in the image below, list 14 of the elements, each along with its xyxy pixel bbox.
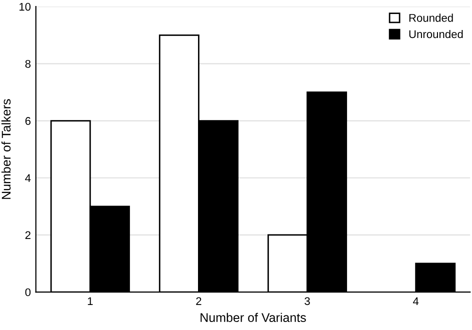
y-tick-label: 4: [25, 174, 31, 182]
legend-label: Rounded: [409, 14, 453, 22]
y-tick-label: 6: [25, 117, 31, 125]
y-tick-label: 8: [25, 60, 31, 68]
y-tick-label: 2: [25, 231, 30, 239]
y-axis-title: Number of Talkers: [1, 99, 11, 199]
x-axis-title: Number of Variants: [200, 312, 306, 322]
x-tick-label: 1: [88, 297, 93, 305]
x-tick-label: 4: [413, 297, 419, 305]
y-tick-label: 0: [25, 288, 31, 296]
x-tick-label: 2: [196, 297, 202, 305]
x-tick-label: 3: [304, 297, 310, 306]
y-tick-label: 10: [20, 2, 31, 11]
legend-label: Unrounded: [409, 30, 463, 38]
